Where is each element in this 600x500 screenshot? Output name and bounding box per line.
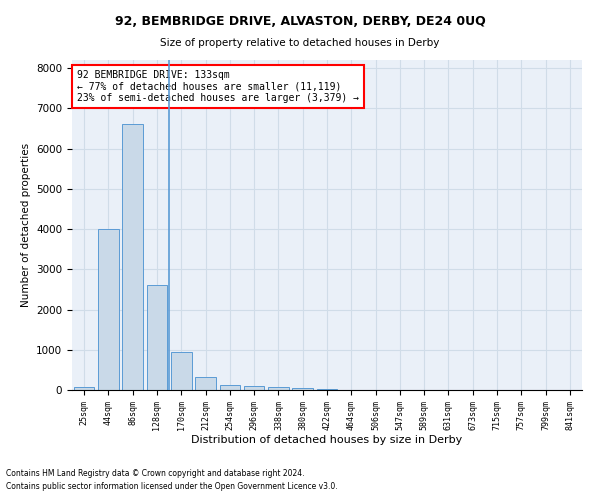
Text: Contains HM Land Registry data © Crown copyright and database right 2024.: Contains HM Land Registry data © Crown c… (6, 468, 305, 477)
Bar (317, 389, 337, 390)
Bar (244, 386, 265, 390)
Bar (74, 387, 94, 390)
Bar (122, 124, 143, 390)
Bar (220, 385, 240, 390)
Bar (195, 376, 216, 390)
Text: Contains public sector information licensed under the Open Government Licence v3: Contains public sector information licen… (6, 482, 338, 491)
Text: 92 BEMBRIDGE DRIVE: 133sqm
← 77% of detached houses are smaller (11,119)
23% of : 92 BEMBRIDGE DRIVE: 133sqm ← 77% of deta… (77, 70, 359, 103)
Bar (292, 388, 313, 390)
Bar (171, 352, 191, 390)
Bar (268, 388, 289, 390)
Y-axis label: Number of detached properties: Number of detached properties (20, 143, 31, 307)
Bar (98, 229, 119, 390)
Text: 92, BEMBRIDGE DRIVE, ALVASTON, DERBY, DE24 0UQ: 92, BEMBRIDGE DRIVE, ALVASTON, DERBY, DE… (115, 15, 485, 28)
X-axis label: Distribution of detached houses by size in Derby: Distribution of detached houses by size … (191, 436, 463, 446)
Bar (146, 286, 167, 390)
Text: Size of property relative to detached houses in Derby: Size of property relative to detached ho… (160, 38, 440, 48)
